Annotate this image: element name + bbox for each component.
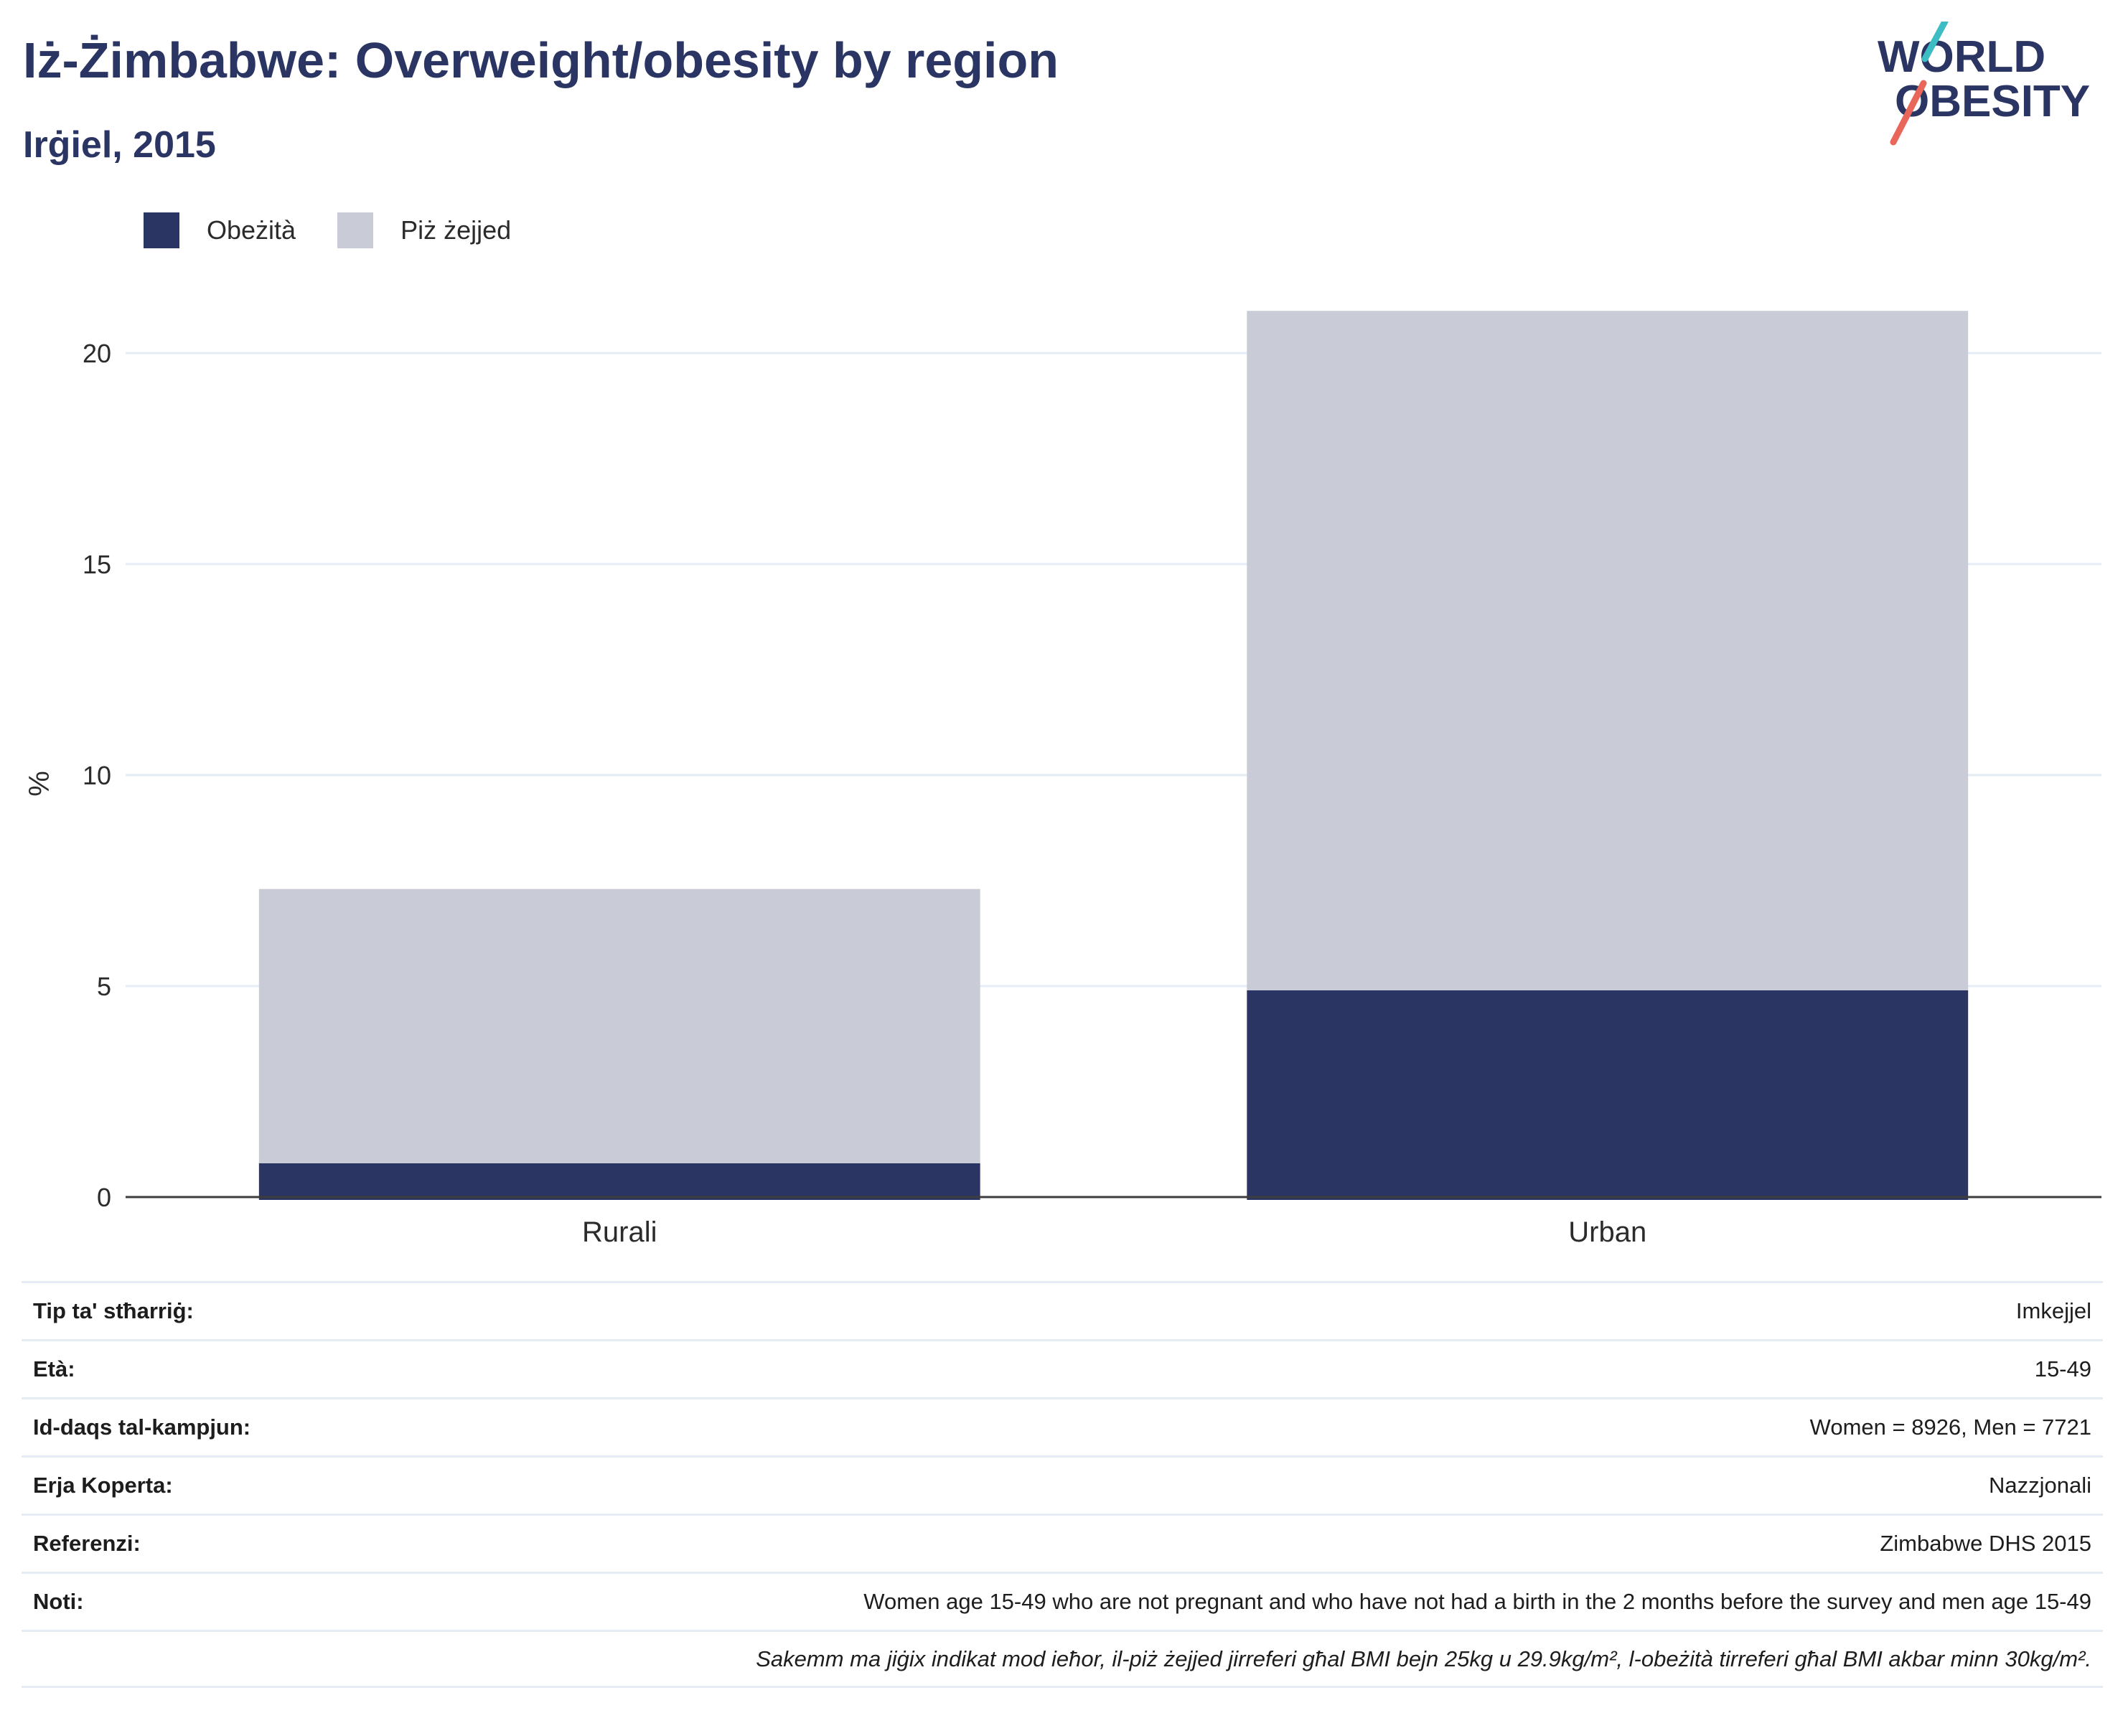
info-row-sample-size: Id-daqs tal-kampjun: Women = 8926, Men =… (22, 1397, 2103, 1455)
info-row-notes: Noti: Women age 15-49 who are not pregna… (22, 1572, 2103, 1630)
x-category-label: Urban (1568, 1216, 1646, 1248)
chart-subtitle: Irġiel, 2015 (23, 124, 216, 166)
info-value: Imkejjel (2015, 1298, 2091, 1323)
legend-label-obesity: Obeżità (207, 215, 296, 245)
info-key: Tip ta' stħarriġ: (33, 1298, 194, 1323)
logo-slash-bottom (1890, 80, 1927, 146)
logo-slash-top (1921, 22, 1949, 62)
info-value: 15-49 (2034, 1356, 2091, 1381)
info-row-area-covered: Erja Koperta: Nazzjonali (22, 1455, 2103, 1514)
bar-urban-obesity (1247, 990, 1969, 1200)
logo-line1: WORLD (1878, 32, 2045, 82)
y-tick-label: 5 (97, 972, 111, 1001)
logo-line2: OBESITY (1895, 77, 2090, 126)
bar-urban-overweight (1247, 311, 1969, 990)
info-value: Women = 8926, Men = 7721 (1809, 1414, 2091, 1440)
bars (258, 311, 1969, 1200)
legend-swatch-obesity (144, 212, 179, 248)
bar-chart: 0 5 10 15 20 Rurali Urban % (24, 311, 2101, 1248)
y-axis-title: % (24, 771, 55, 797)
y-tick-label: 10 (83, 761, 111, 790)
bar-rurali-obesity (258, 1163, 980, 1200)
info-value: Zimbabwe DHS 2015 (1880, 1531, 2091, 1556)
info-key: Età: (33, 1356, 75, 1381)
legend-swatch-overweight (337, 212, 374, 248)
x-category-label: Rurali (582, 1216, 657, 1248)
info-row-references: Referenzi: Zimbabwe DHS 2015 (22, 1514, 2103, 1572)
legend-label-overweight: Piż żejjed (400, 215, 512, 245)
info-value: Women age 15-49 who are not pregnant and… (863, 1589, 2091, 1614)
info-row-age: Età: 15-49 (22, 1339, 2103, 1397)
chart-title: Iż-Żimbabwe: Overweight/obesity by regio… (23, 32, 1059, 88)
info-footnote: Sakemm ma jiġix indikat mod ieħor, il-pi… (756, 1646, 2091, 1671)
x-category-labels: Rurali Urban (582, 1216, 1646, 1248)
info-row-footnote: Sakemm ma jiġix indikat mod ieħor, il-pi… (22, 1630, 2103, 1688)
y-tick-label: 20 (83, 339, 111, 368)
chart-legend: Obeżità Piż żejjed (144, 212, 553, 248)
y-tick-label: 0 (97, 1183, 111, 1212)
y-tick-label: 15 (83, 550, 111, 579)
info-value: Nazzjonali (1988, 1473, 2091, 1498)
y-tick-labels: 0 5 10 15 20 (83, 339, 111, 1212)
info-key: Erja Koperta: (33, 1473, 173, 1498)
info-table: Tip ta' stħarriġ: Imkejjel Età: 15-49 Id… (22, 1281, 2103, 1688)
info-key: Noti: (33, 1589, 84, 1614)
bar-rurali-overweight (258, 888, 980, 1163)
info-key: Referenzi: (33, 1531, 141, 1556)
info-key: Id-daqs tal-kampjun: (33, 1414, 251, 1440)
info-row-survey-type: Tip ta' stħarriġ: Imkejjel (22, 1281, 2103, 1339)
world-obesity-logo: WORLD OBESITY (1878, 22, 2090, 146)
